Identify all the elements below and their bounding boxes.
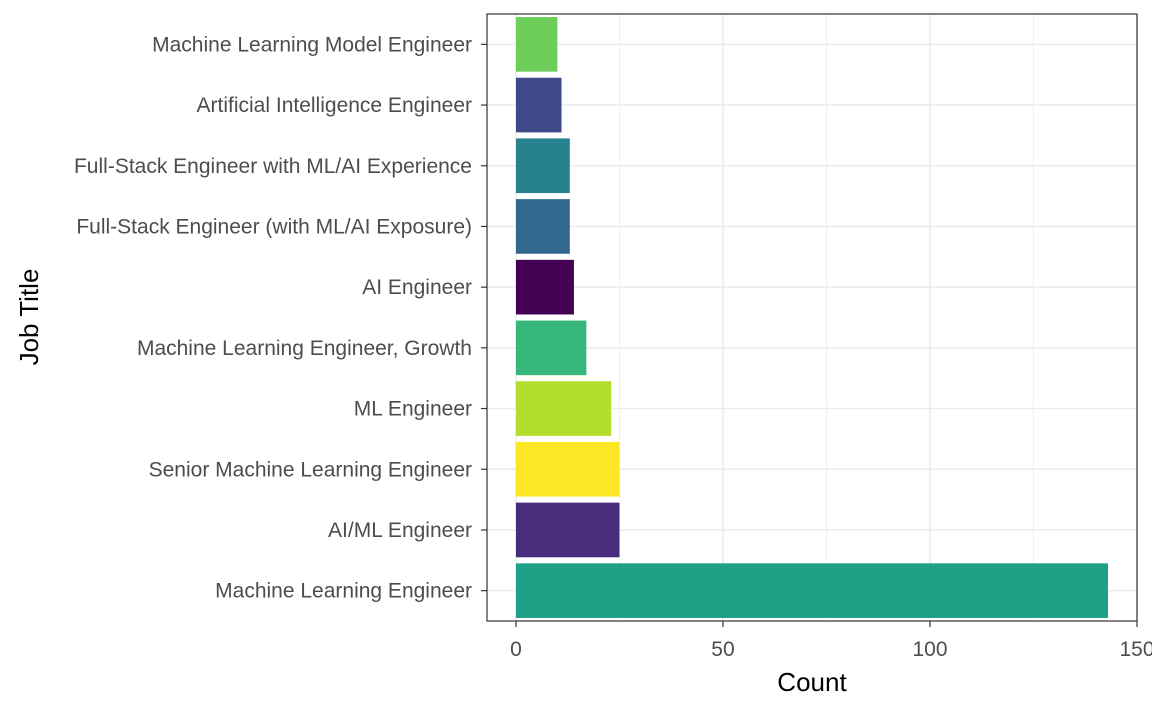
plot-border [486,13,1138,622]
bar [515,199,570,254]
y-tick-label: Artificial Intelligence Engineer [197,94,472,117]
bar [515,563,1109,618]
x-axis: 0 50 100 150 [510,621,1152,661]
x-tick-label: 50 [711,638,734,661]
y-tick-label: ML Engineer [354,398,472,421]
y-tick-label: Machine Learning Engineer [215,580,472,603]
y-axis: Machine Learning Engineer AI/ML Engineer S… [74,33,487,603]
bar [515,17,558,72]
bar [515,381,612,436]
bar [515,77,562,133]
y-tick-label: Full-Stack Engineer (with ML/AI Exposure… [76,215,472,238]
bars [515,17,1109,618]
y-tick-label: Full-Stack Engineer with ML/AI Experienc… [74,155,472,178]
y-tick-label: AI Engineer [362,276,472,299]
x-tick-label: 100 [912,638,947,661]
y-tick-label: Senior Machine Learning Engineer [149,458,472,481]
y-axis-title: Job Title [14,269,44,366]
x-tick-label: 0 [510,638,522,661]
y-tick-label: AI/ML Engineer [328,519,472,542]
x-axis-title: Count [777,667,847,697]
x-tick-label: 150 [1119,638,1152,661]
y-tick-label: Machine Learning Model Engineer [152,33,472,56]
y-tick-label: Machine Learning Engineer, Growth [137,337,472,360]
bar [515,502,620,558]
bar [515,320,587,376]
bar [515,259,574,315]
bar [515,138,570,194]
bar [515,441,620,497]
